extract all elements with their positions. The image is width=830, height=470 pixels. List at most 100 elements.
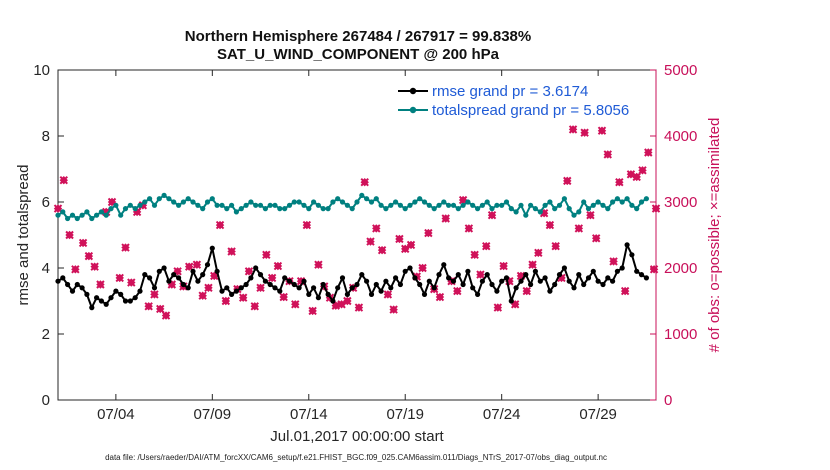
obs-marker-cross [377,245,387,255]
rmse-point [277,288,283,294]
rmse-point [436,272,442,278]
obs-marker-cross [597,126,607,135]
totalspread-point [619,199,625,205]
obs-marker [302,220,312,230]
obs-marker-cross [279,292,288,302]
obs-marker-cross [156,304,165,314]
totalspread-point [417,196,423,202]
obs-marker-cross [204,283,213,293]
rmse-point [267,281,273,288]
obs-marker [84,251,94,261]
totalspread-point [142,199,148,205]
right-tick-label: 4000 [664,128,697,145]
obs-marker-cross [418,263,427,273]
obs-marker-cross [522,286,531,296]
obs-marker-cross [574,224,584,233]
rmse-point [219,288,225,294]
totalspread-point [518,202,524,208]
obs-marker-cross [331,301,340,310]
x-tick-label: 07/14 [290,406,328,423]
obs-marker [215,220,225,230]
totalspread-point [248,199,254,205]
rmse-point [503,275,510,281]
obs-marker-cross [644,148,653,157]
legend-totalspread-label: totalspread grand pr = 5.8056 [432,102,629,119]
totalspread-point [368,199,375,205]
obs-marker-cross [487,210,497,220]
rmse-point [171,272,177,278]
rmse-point [508,298,514,304]
totalspread-point [344,202,350,208]
obs-marker-cross [545,220,555,230]
totalspread-point [528,202,534,208]
rmse-point [441,262,447,268]
rmse-point [629,252,635,258]
obs-marker-cross [215,220,225,230]
obs-marker [343,296,352,306]
obs-marker-cross [366,237,375,246]
rmse-point [373,281,379,288]
obs-marker-cross [121,243,130,252]
obs-marker [383,290,393,299]
obs-marker-cross [115,273,124,283]
obs-marker [192,260,202,269]
totalspread-point [629,202,635,208]
totalspread-point [634,206,640,212]
rmse-point [349,285,355,291]
obs-marker [568,125,578,134]
obs-marker-cross [534,248,543,258]
rmse-point [335,285,341,291]
totalspread-point [446,202,452,208]
obs-marker [395,234,404,244]
obs-marker [250,302,259,311]
obs-marker-cross [127,278,136,287]
rmse-point [113,288,119,294]
obs-marker-cross [302,220,312,230]
obs-marker-cross [493,303,503,312]
obs-marker-cross [383,290,393,299]
obs-marker [620,286,630,296]
totalspread-point [151,202,158,208]
totalspread-point [349,206,355,212]
obs-marker-cross [615,177,624,187]
totalspread-point [330,199,336,205]
obs-marker-cross [84,251,94,261]
totalspread-point [638,199,645,205]
totalspread-point [489,206,495,212]
totalspread-point [65,215,71,222]
totalspread-point [84,209,90,215]
rmse-point [523,272,529,278]
obs-marker [644,148,653,157]
totalspread-point [335,196,341,202]
obs-marker [487,210,497,220]
rmse-point [619,265,625,271]
totalspread-point [475,206,481,212]
totalspread-point [503,199,510,205]
totalspread-point [291,199,297,205]
rmse-point [229,291,235,297]
rmse-point [142,272,148,278]
rmse-point [311,285,317,291]
obs-marker [150,290,159,299]
totalspread-point [571,212,577,218]
obs-marker-cross [626,170,636,179]
obs-marker-cross [441,214,450,223]
rmse-point [315,295,321,301]
right-tick-label: 3000 [664,194,697,211]
totalspread-point [431,206,437,212]
rmse-point [55,278,61,284]
rmse-point [185,285,191,291]
obs-marker [499,261,508,271]
rmse-point [60,275,66,281]
rmse-point [537,278,543,284]
totalspread-point [315,202,321,208]
obs-marker-cross [563,176,572,186]
rmse-point [286,278,293,284]
obs-marker [204,283,213,293]
totalspread-point [233,209,239,215]
obs-marker [482,242,491,251]
totalspread-point [103,212,109,218]
rmse-point [118,291,124,297]
rmse-point [561,265,568,271]
